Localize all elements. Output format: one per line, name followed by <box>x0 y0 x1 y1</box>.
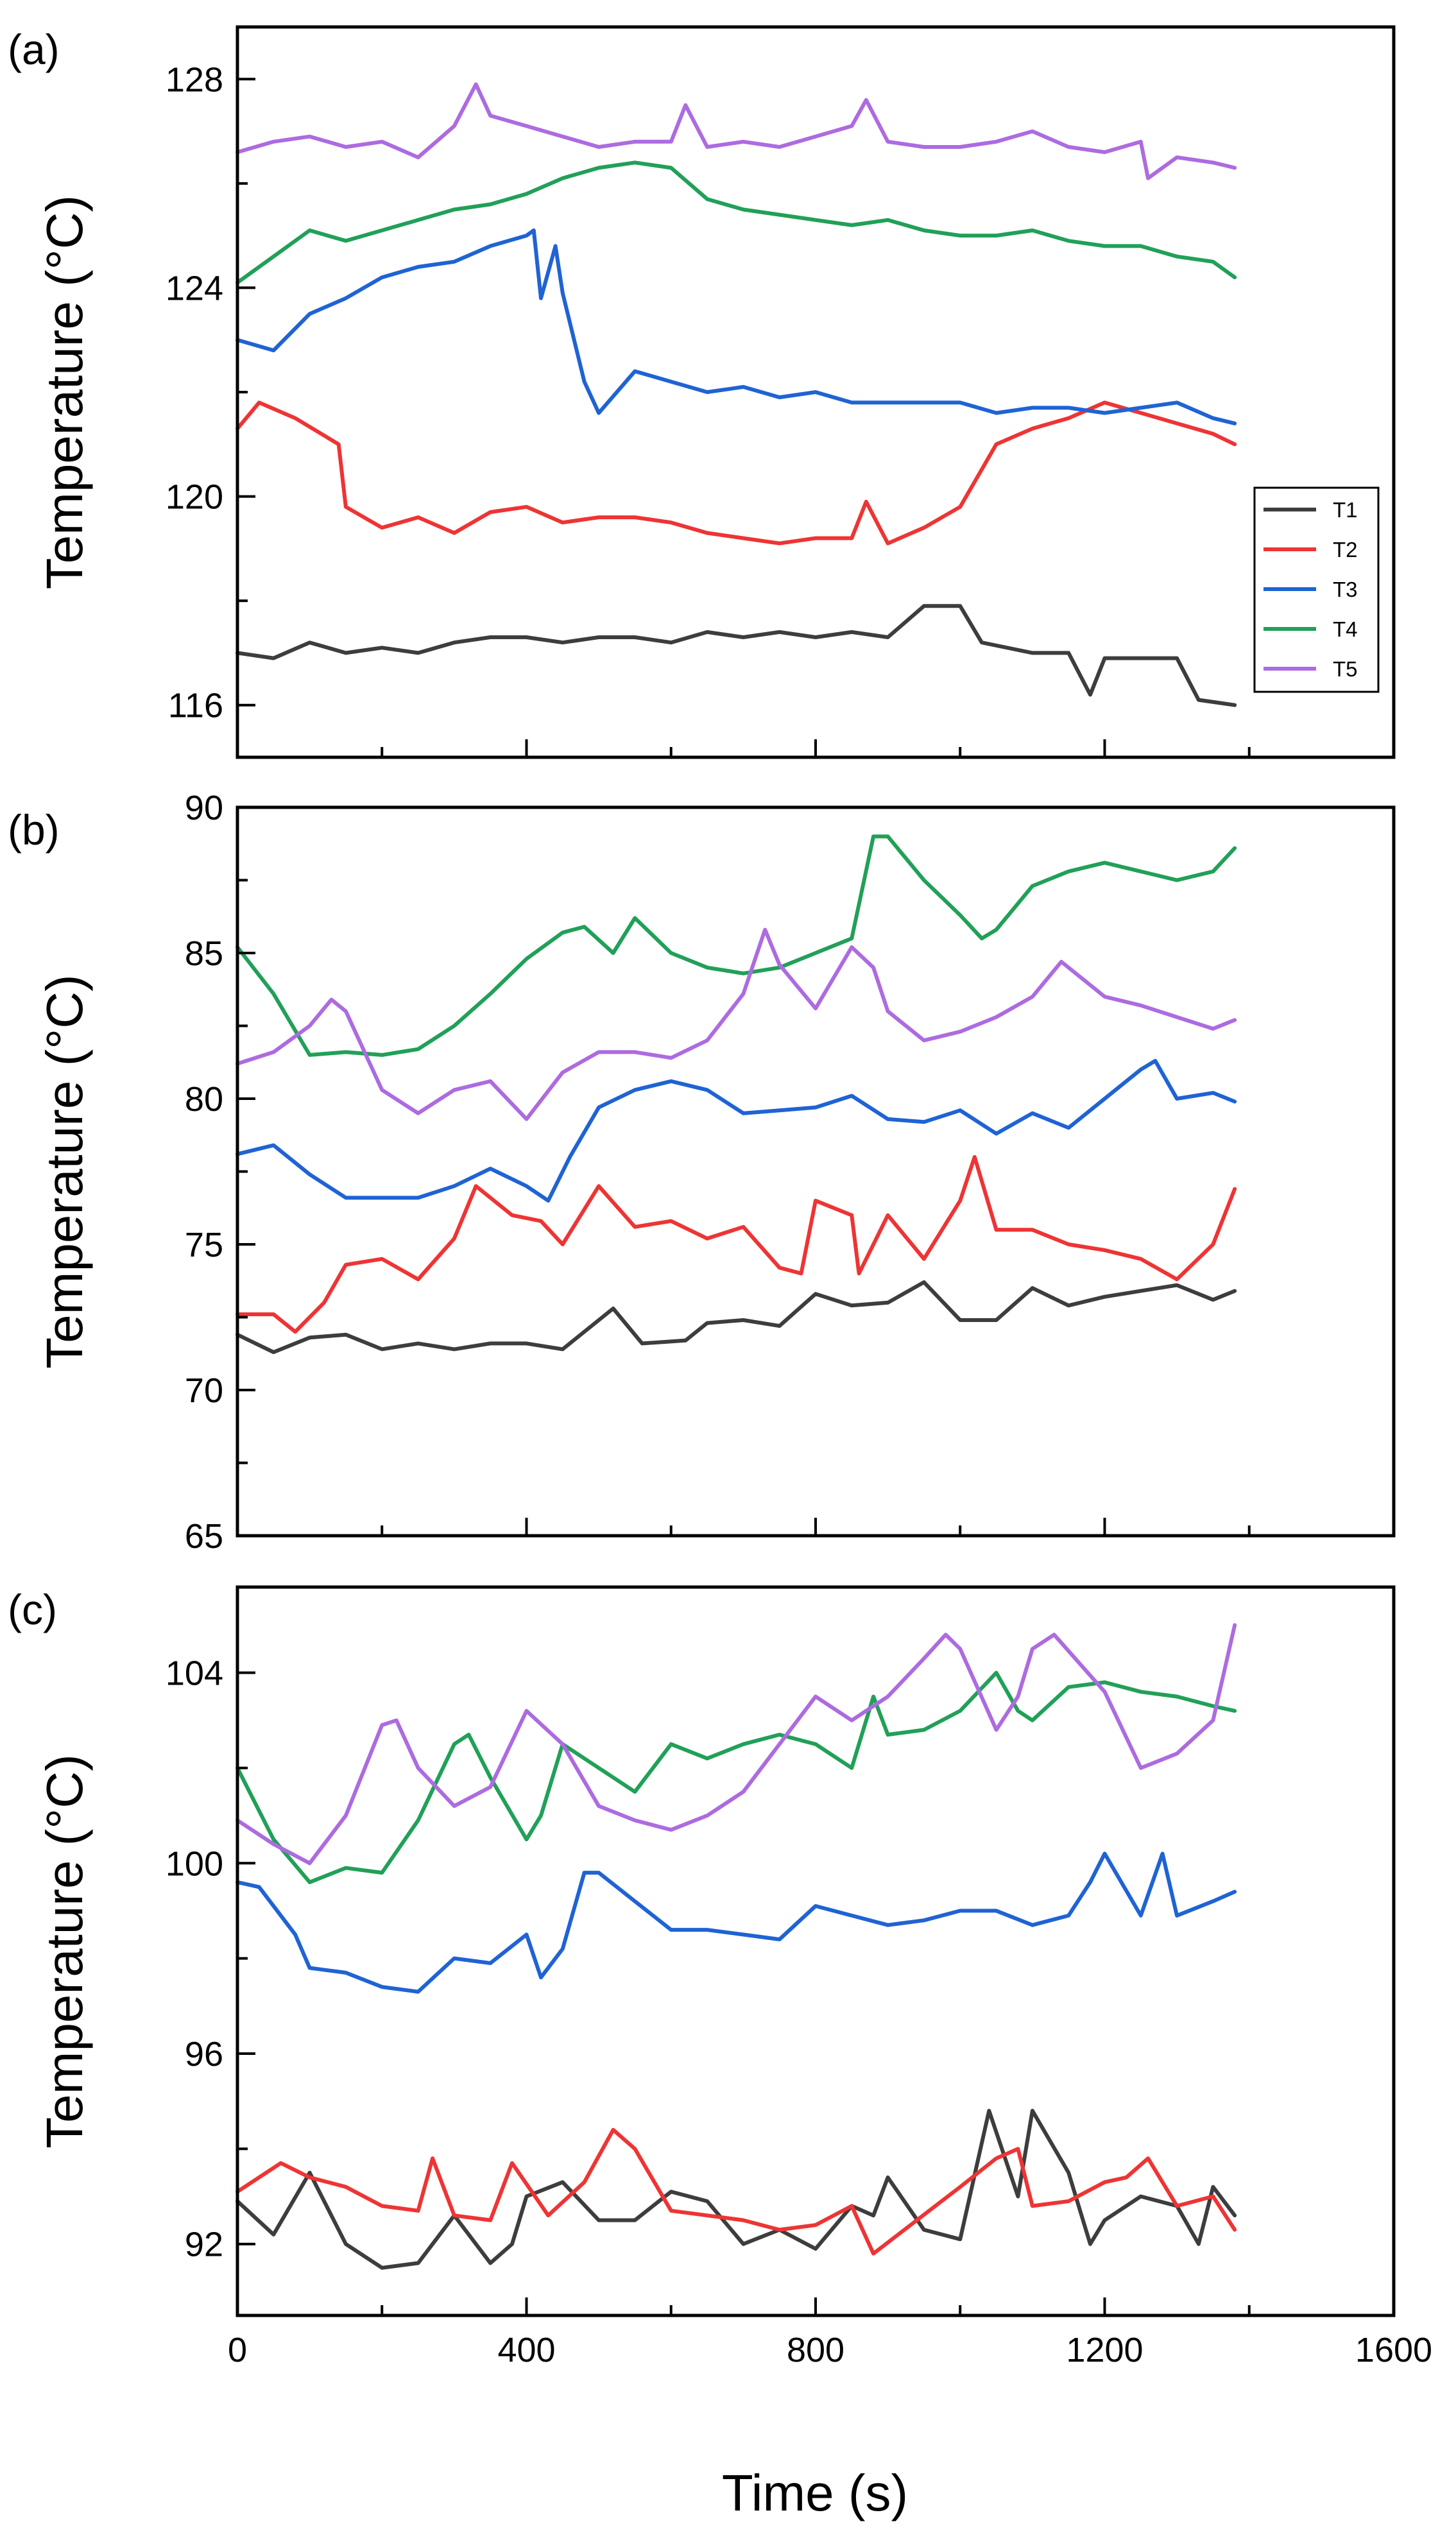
x-tick-label: 1200 <box>1066 2331 1143 2369</box>
y-tick-label: 128 <box>166 60 223 99</box>
y-tick-label: 90 <box>185 789 223 827</box>
y-tick-label: 70 <box>185 1371 223 1410</box>
x-tick-label: 800 <box>787 2331 844 2369</box>
y-tick-label: 75 <box>185 1226 223 1264</box>
y-tick-label: 65 <box>185 1517 223 1556</box>
series-line-t5 <box>236 1623 1237 1866</box>
x-tick-label: 400 <box>497 2331 555 2369</box>
series-line-t3 <box>236 1059 1237 1203</box>
x-axis-title: Time (s) <box>722 2464 908 2521</box>
series-line-t4 <box>236 834 1237 1057</box>
series-line-t4 <box>236 1670 1237 1884</box>
legend-label-t4: T4 <box>1333 617 1358 641</box>
legend-label-t1: T1 <box>1333 498 1358 522</box>
y-tick-label: 120 <box>166 478 223 517</box>
y-tick-label: 96 <box>185 2035 223 2074</box>
plot-frame <box>236 805 1396 1538</box>
series-line-t4 <box>236 160 1237 285</box>
panel-label: (c) <box>8 1586 57 1633</box>
x-tick-label: 0 <box>228 2331 247 2369</box>
series-line-t1 <box>236 1280 1237 1354</box>
panel-label: (b) <box>8 806 60 854</box>
y-tick-label: 85 <box>185 934 223 973</box>
y-tick-label: 80 <box>185 1080 223 1119</box>
panel-label: (a) <box>8 26 60 73</box>
legend-label-t5: T5 <box>1333 657 1358 681</box>
series-line-t5 <box>236 82 1237 180</box>
y-axis-title: Temperature (°C) <box>36 974 93 1368</box>
series-line-t3 <box>236 228 1237 425</box>
legend-label-t2: T2 <box>1333 538 1358 562</box>
y-axis-title: Temperature (°C) <box>36 195 93 589</box>
y-tick-label: 124 <box>166 269 223 307</box>
x-tick-label: 1600 <box>1355 2331 1432 2369</box>
y-axis-title: Temperature (°C) <box>36 1754 93 2148</box>
panels-layer: 116 120 124 128 Temperature (°C) (a) 65 70 75 80 8… <box>8 25 1432 2369</box>
legend: T1 T2 T3 T4 T5 <box>1253 486 1380 693</box>
x-tick-labels: 0 400 800 1200 1600 <box>228 2331 1432 2369</box>
series-line-t2 <box>236 1155 1237 1334</box>
y-tick-label: 92 <box>185 2226 223 2264</box>
y-tick-label: 100 <box>166 1844 223 1883</box>
series-line-t2 <box>236 2127 1237 2256</box>
series-line-t5 <box>236 927 1237 1121</box>
y-tick-label: 116 <box>168 687 223 725</box>
series-line-t1 <box>236 2109 1237 2270</box>
panel-3: 92 96 100 104 Temperature (°C) (c) <box>8 1585 1396 2317</box>
series-line-t3 <box>236 1851 1237 1994</box>
series-line-t2 <box>236 400 1237 545</box>
panel-1: 116 120 124 128 Temperature (°C) (a) <box>8 25 1396 759</box>
panel-2: 65 70 75 80 85 90 Temperature (°C) (b) <box>8 789 1396 1556</box>
legend-label-t3: T3 <box>1333 578 1358 601</box>
series-line-t1 <box>236 604 1237 707</box>
y-tick-label: 104 <box>166 1654 223 1693</box>
